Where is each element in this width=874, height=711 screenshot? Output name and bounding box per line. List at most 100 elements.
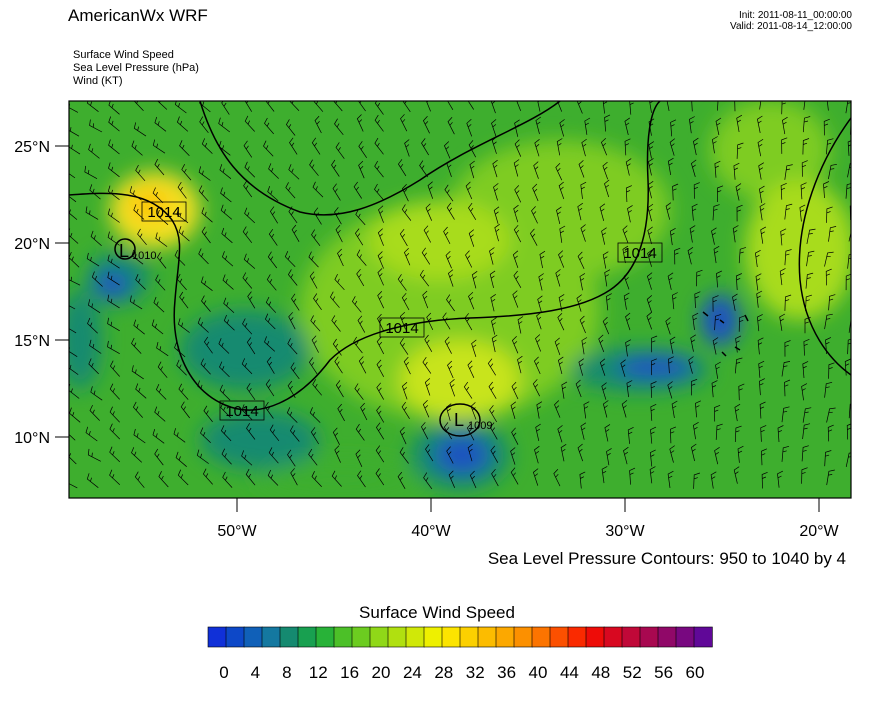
wind-barb [757, 115, 763, 133]
wind-barb [107, 271, 120, 286]
wind-barb [468, 140, 477, 158]
wind-barb [825, 268, 832, 286]
wind-barb [134, 471, 145, 488]
wind-barb [733, 466, 740, 484]
wind-barb [397, 274, 407, 291]
wind-barb [133, 204, 145, 220]
wind-barb [181, 164, 192, 181]
wind-barb [489, 422, 498, 440]
lat-label: 10°N [14, 430, 50, 447]
wind-barb [334, 445, 341, 463]
wind-barb [446, 159, 452, 178]
wind-barb [755, 249, 761, 268]
wind-barb [802, 423, 811, 440]
isobar-label: 1014 [147, 204, 180, 221]
wind-barb [623, 446, 629, 465]
wind-barb [732, 293, 738, 311]
wind-barb [466, 119, 473, 137]
wind-barb [734, 101, 737, 112]
wind-barb [467, 101, 474, 110]
wind-barb [734, 357, 743, 374]
wind-barb [399, 338, 409, 355]
low-pressure-markers: L 1010 L 1009 [119, 241, 492, 432]
wind-barb [604, 179, 610, 198]
wind-barb [69, 479, 78, 489]
wind-barb [668, 356, 674, 374]
wind-barb [781, 406, 790, 423]
wind-barb [157, 361, 168, 378]
wind-barb [109, 360, 120, 377]
wind-barb [310, 315, 321, 332]
wind-barb [691, 378, 698, 396]
wind-barb [403, 248, 411, 266]
wind-barb [443, 141, 451, 159]
wind-barb [353, 181, 362, 199]
wind-barb [109, 406, 120, 423]
wind-barb [511, 381, 519, 400]
wind-barb [689, 225, 696, 243]
wind-barb [715, 117, 722, 136]
wind-barb [133, 101, 144, 111]
wind-barb [669, 445, 675, 463]
wind-barb [687, 247, 694, 265]
wind-barb [154, 116, 167, 132]
wind-barb [646, 272, 653, 290]
wind-barb [84, 165, 98, 180]
wind-barb [218, 140, 231, 156]
wind-barb [287, 449, 296, 467]
wind-barb [824, 381, 833, 398]
colorbar-tick-label: 12 [309, 663, 328, 682]
colorbar-swatch [639, 626, 659, 648]
wind-barb [735, 335, 742, 353]
wind-barb [802, 361, 809, 379]
wind-barb [287, 338, 298, 355]
wind-barb [847, 338, 851, 355]
wind-barb [471, 271, 478, 289]
wind-barb [447, 101, 454, 110]
wind-barb [471, 339, 477, 358]
wind-barb [311, 471, 322, 487]
wind-barb [780, 182, 787, 200]
wind-barb [529, 228, 538, 246]
wind-barb [629, 467, 636, 485]
wind-barb [308, 251, 319, 268]
wind-barb [89, 119, 103, 133]
wind-barb [688, 356, 694, 374]
wind-barb [824, 251, 834, 267]
wind-barb [312, 181, 324, 198]
wind-barb [714, 404, 721, 422]
wind-barb [761, 471, 768, 489]
wind-barb [578, 358, 585, 376]
wind-barb [220, 204, 233, 220]
wind-barb [532, 183, 539, 202]
wind-barb [376, 405, 385, 423]
wind-barb [129, 186, 142, 201]
wind-barb [334, 118, 344, 136]
wind-barb [309, 407, 321, 423]
wind-barb [218, 338, 230, 354]
colorbar-swatch [279, 626, 299, 648]
wind-barb [624, 117, 630, 135]
wind-barb [827, 424, 834, 442]
wind-barb [760, 425, 767, 442]
wind-barb [199, 116, 209, 134]
wind-barb [512, 250, 519, 269]
wind-barb [761, 448, 768, 466]
wind-barb [554, 400, 561, 418]
colorbar-tick-label: 0 [219, 663, 228, 682]
wind-barb [89, 339, 102, 354]
wind-barb [629, 101, 634, 115]
wind-barb [267, 185, 279, 202]
wind-barb [287, 269, 298, 286]
wind-barb [490, 445, 499, 463]
wind-barb [444, 336, 452, 354]
wind-barb [650, 426, 657, 444]
wind-barb [374, 101, 384, 115]
wind-barb [155, 274, 166, 291]
wind-barb [285, 182, 296, 199]
wind-barb [466, 423, 475, 441]
wind-barb [624, 138, 631, 156]
wind-barb [332, 427, 340, 445]
wind-barb [156, 252, 167, 269]
wind-barb [510, 467, 519, 485]
